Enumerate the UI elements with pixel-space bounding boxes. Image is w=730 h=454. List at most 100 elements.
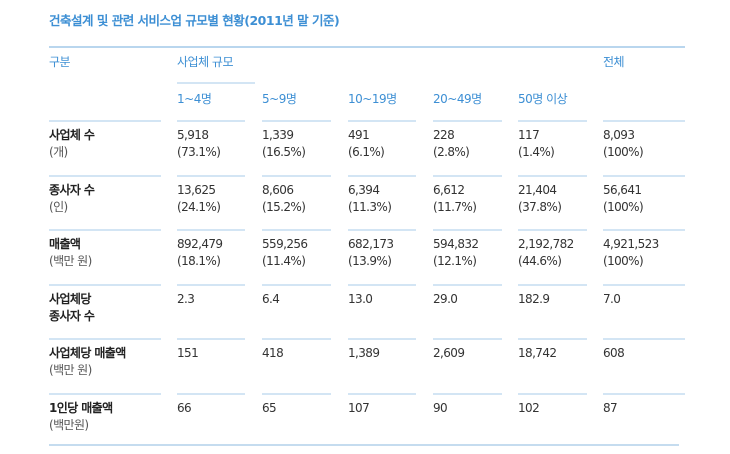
table-cell: 7.0 [603,283,685,338]
table-cell: 2,609 [433,338,502,392]
cell-value: 7.0 [603,291,621,306]
table-cell: 418 [262,338,331,392]
table-bottom-rule [49,444,679,446]
cell-value: 6,394 [348,182,380,197]
cell-percent: (18.1%) [177,254,221,269]
cell-value: 6,612 [433,182,465,197]
cell-percent: (44.6%) [518,254,562,269]
cell-percent: (2.8%) [433,145,470,159]
cell-percent: (1.4%) [518,145,555,159]
row-label-text: 종사자 수 [49,182,95,197]
cell-value: 182.9 [518,291,550,306]
header-size-3: 10~19명 [348,92,397,106]
row-label: 1인당 매출액 (백만원) [49,393,161,447]
row-label: 사업체당 매출액 (백만 원) [49,338,161,392]
table-cell: 8,606 (15.2%) [262,174,331,229]
cell-value: 892,479 [177,237,223,252]
row-label-text: 매출액 [49,237,81,252]
table-cell: 559,256 (11.4%) [262,229,331,283]
cell-value: 491 [348,128,370,142]
table-cell: 107 [348,393,416,447]
row-unit: (백만원) [49,418,89,432]
cell-percent: (11.7%) [433,199,477,214]
table-cell: 87 [603,393,685,447]
cell-value: 4,921,523 [603,237,659,252]
table-cell: 18,742 [518,338,587,392]
cell-percent: (37.8%) [518,199,562,214]
header-size-group: 사업체 규모 [177,55,234,69]
cell-value: 2,192,782 [518,237,574,252]
cell-value: 29.0 [433,291,458,306]
table-cell: 90 [433,393,502,447]
table-cell: 491 (6.1%) [348,120,416,174]
cell-value: 65 [262,401,277,415]
cell-value: 87 [603,401,618,415]
table-cell: 6,394 (11.3%) [348,174,416,229]
cell-value: 2.3 [177,291,195,306]
cell-value: 13,625 [177,182,216,197]
cell-value: 117 [518,128,540,142]
table-cell: 117 (1.4%) [518,120,587,174]
cell-value: 18,742 [518,346,557,361]
cell-value: 8,093 [603,128,635,142]
table-cell: 608 [603,338,685,392]
cell-value: 6.4 [262,291,280,306]
table-cell: 102 [518,393,587,447]
cell-value: 418 [262,346,284,361]
row-unit: (백만 원) [49,254,92,269]
table-top-rule [49,46,685,48]
row-label-text-2: 종사자 수 [49,308,95,323]
table-cell: 2,192,782 (44.6%) [518,229,587,283]
cell-percent: (100%) [603,254,644,269]
row-label-text: 사업체당 매출액 [49,346,126,361]
table-cell: 892,479 (18.1%) [177,229,245,283]
cell-percent: (73.1%) [177,145,221,159]
cell-value: 151 [177,346,199,361]
row-label-text: 사업체당 [49,291,91,306]
cell-value: 228 [433,128,455,142]
table-cell: 6.4 [262,283,331,338]
table-cell: 151 [177,338,245,392]
cell-percent: (100%) [603,145,644,159]
cell-value: 1,389 [348,346,380,361]
cell-percent: (11.4%) [262,254,306,269]
table-cell: 1,339 (16.5%) [262,120,331,174]
table-cell: 65 [262,393,331,447]
row-label: 매출액 (백만 원) [49,229,161,283]
table-cell: 66 [177,393,245,447]
table-title: 건축설계 및 관련 서비스업 규모별 현황(2011년 말 기준) [49,13,340,28]
table-cell: 228 (2.8%) [433,120,502,174]
header-size-2: 5~9명 [262,92,297,106]
cell-percent: (24.1%) [177,199,221,214]
cell-value: 21,404 [518,182,557,197]
cell-value: 2,609 [433,346,465,361]
table-cell: 4,921,523 (100%) [603,229,685,283]
cell-value: 107 [348,401,370,415]
header-size-1: 1~4명 [177,92,212,106]
cell-percent: (100%) [603,199,644,214]
cell-value: 66 [177,401,192,415]
table-cell: 21,404 (37.8%) [518,174,587,229]
header-total: 전체 [603,55,625,69]
cell-percent: (11.3%) [348,199,392,214]
table-cell: 182.9 [518,283,587,338]
cell-value: 1,339 [262,128,294,142]
cell-percent: (15.2%) [262,199,306,214]
cell-value: 5,918 [177,128,209,142]
cell-value: 608 [603,346,625,361]
cell-value: 559,256 [262,237,308,252]
table-cell: 1,389 [348,338,416,392]
table-cell: 594,832 (12.1%) [433,229,502,283]
table-cell: 13,625 (24.1%) [177,174,245,229]
table-cell: 6,612 (11.7%) [433,174,502,229]
cell-percent: (13.9%) [348,254,392,269]
table-cell: 5,918 (73.1%) [177,120,245,174]
table-cell: 29.0 [433,283,502,338]
cell-value: 8,606 [262,182,294,197]
cell-value: 90 [433,401,448,415]
header-size-4: 20~49명 [433,92,482,106]
row-label: 종사자 수 (인) [49,174,161,229]
row-unit: (인) [49,199,68,214]
cell-percent: (16.5%) [262,145,306,159]
